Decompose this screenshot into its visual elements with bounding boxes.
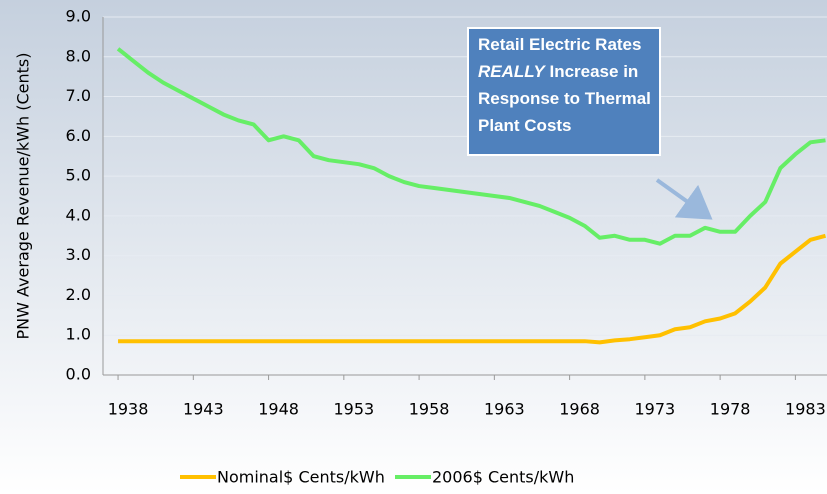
y-tick-label: 1.0 <box>66 325 91 344</box>
annotation-segment: Retail Electric Rates <box>478 35 641 54</box>
x-tick-label: 1968 <box>559 400 600 419</box>
series-line <box>118 233 827 345</box>
y-tick-label: 8.0 <box>66 46 91 65</box>
annotation-text: REALLY Increase in <box>478 62 638 81</box>
y-axis-label: PNW Average Revenue/kWh (Cents) <box>14 53 33 340</box>
legend-label: Nominal$ Cents/kWh <box>217 468 385 487</box>
x-tick-label: 1983 <box>785 400 826 419</box>
annotation-segment: Response to Thermal <box>478 89 651 108</box>
annotation-segment: Increase in <box>545 62 639 81</box>
y-tick-label: 0.0 <box>66 365 91 384</box>
y-tick-label: 4.0 <box>66 205 91 224</box>
annotation-text: Retail Electric Rates <box>478 35 641 54</box>
y-tick-label: 9.0 <box>66 7 91 26</box>
x-tick-label: 1963 <box>484 400 525 419</box>
annotation-box <box>467 27 661 156</box>
y-tick-label: 3.0 <box>66 245 91 264</box>
x-tick-label: 1953 <box>333 400 374 419</box>
annotation-text: Plant Costs <box>478 116 572 135</box>
x-tick-label: 1943 <box>183 400 224 419</box>
annotation-segment: Plant Costs <box>478 116 572 135</box>
y-tick-label: 5.0 <box>66 166 91 185</box>
x-tick-label: 1973 <box>635 400 676 419</box>
x-tick-label: 1958 <box>409 400 450 419</box>
y-tick-label: 2.0 <box>66 285 91 304</box>
annotation-arrow <box>655 178 713 220</box>
annotation-text: Response to Thermal <box>478 89 651 108</box>
legend-label: 2006$ Cents/kWh <box>432 468 574 487</box>
x-tick-label: 1938 <box>108 400 149 419</box>
series-line <box>116 47 826 246</box>
annotation-segment: REALLY <box>478 62 546 81</box>
y-tick-label: 7.0 <box>66 86 91 105</box>
y-tick-label: 6.0 <box>66 126 91 145</box>
x-tick-label: 1978 <box>710 400 751 419</box>
x-tick-label: 1948 <box>258 400 299 419</box>
